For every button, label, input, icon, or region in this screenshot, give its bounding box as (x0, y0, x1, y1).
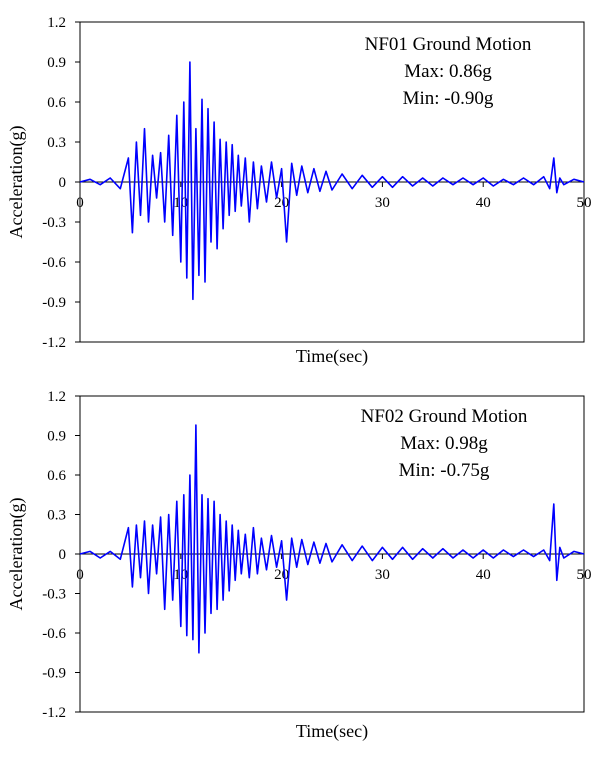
series-line (79, 424, 585, 654)
y-tick-label: 0.9 (47, 429, 66, 445)
annotation-line: Max: 0.86g (404, 61, 492, 82)
x-tick-label: 40 (476, 567, 491, 583)
y-tick-label: -0.9 (42, 295, 66, 311)
x-tick-label: 0 (76, 567, 84, 583)
x-tick-label: 50 (577, 195, 592, 211)
y-tick-label: -0.3 (42, 215, 66, 231)
x-tick-label: 20 (274, 195, 289, 211)
y-tick-label: -0.6 (42, 255, 66, 271)
y-tick-label: -0.3 (42, 587, 66, 603)
x-tick-label: 30 (375, 195, 390, 211)
chart-nf02: 1.2 0.9 0.6 0.3 0 -0.3 -0.6 -0.9 -1.2 0 10 20 30 40 50… (6, 389, 592, 742)
series-line (79, 61, 585, 301)
x-tick-label: 10 (173, 195, 188, 211)
annotation-line: Max: 0.98g (400, 433, 488, 454)
annotation-line: NF01 Ground Motion (365, 34, 532, 55)
x-tick-label: 10 (173, 567, 188, 583)
y-tick-label: -0.9 (42, 666, 66, 682)
y-tick-label: -1.2 (42, 705, 66, 721)
y-axis-label: Acceleration(g) (6, 498, 27, 611)
y-tick-label: 0.3 (47, 508, 66, 524)
x-axis-label: Time(sec) (296, 346, 368, 367)
y-tick-label: 0 (59, 175, 67, 191)
x-tick-label: 40 (476, 195, 491, 211)
y-tick-label: 0.6 (47, 468, 66, 484)
y-tick-label: -0.6 (42, 626, 66, 642)
chart-nf01: 1.2 0.9 0.6 0.3 0 -0.3 -0.6 -0.9 -1.2 0 10 20 30 40 50… (6, 15, 592, 367)
annotation-line: NF02 Ground Motion (361, 406, 528, 427)
x-tick-label: 20 (274, 567, 289, 583)
y-tick-label: -1.2 (42, 335, 66, 351)
y-tick-label: 1.2 (47, 389, 66, 405)
x-tick-label: 30 (375, 567, 390, 583)
y-tick-label: 0.3 (47, 135, 66, 151)
x-axis-label: Time(sec) (296, 721, 368, 742)
y-axis-label: Acceleration(g) (6, 126, 27, 239)
y-tick-label: 1.2 (47, 15, 66, 31)
annotation-line: Min: -0.75g (399, 460, 490, 481)
x-tick-label: 50 (577, 567, 592, 583)
x-tick-label: 0 (76, 195, 84, 211)
y-tick-label: 0 (59, 547, 67, 563)
y-tick-label: 0.6 (47, 95, 66, 111)
y-tick-label: 0.9 (47, 55, 66, 71)
annotation-line: Min: -0.90g (403, 88, 494, 109)
